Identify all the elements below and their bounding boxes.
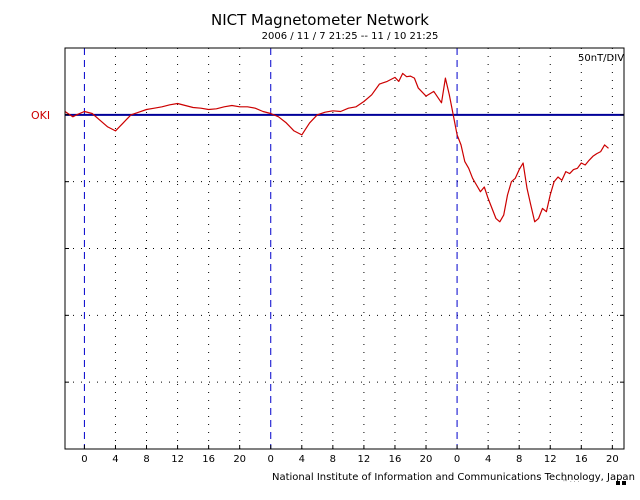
x-tick-label: 16 bbox=[575, 454, 588, 465]
watermark-text: ™ · · · bbox=[562, 479, 580, 486]
trace-layer bbox=[64, 72, 609, 223]
x-tick-label: 20 bbox=[606, 454, 619, 465]
x-tick-label: 4 bbox=[112, 454, 118, 465]
x-tick-label: 8 bbox=[143, 454, 149, 465]
x-tick-label: 12 bbox=[544, 454, 557, 465]
plot-frame bbox=[64, 47, 625, 450]
x-tick-label: 0 bbox=[268, 454, 274, 465]
corner-dots bbox=[616, 481, 620, 485]
x-tick-label: 8 bbox=[330, 454, 336, 465]
x-tick-label: 20 bbox=[233, 454, 246, 465]
x-tick-label: 16 bbox=[389, 454, 402, 465]
scale-label: 50nT/DIV bbox=[578, 53, 625, 64]
x-tick-label: 12 bbox=[171, 454, 184, 465]
x-tick-label: 16 bbox=[202, 454, 215, 465]
x-tick-label: 8 bbox=[516, 454, 522, 465]
tick-layer: 0 4 8 12 16 20 0 4 8 12 16 20 0 4 8 12 16 20 bbox=[65, 114, 624, 465]
credit-text: National Institute of Information and Co… bbox=[272, 472, 635, 483]
chart-title: NICT Magnetometer Network bbox=[210, 11, 429, 29]
x-tick-label: 0 bbox=[81, 454, 87, 465]
x-tick-label: 0 bbox=[454, 454, 460, 465]
station-label: OKI bbox=[31, 109, 51, 122]
x-tick-label: 4 bbox=[299, 454, 305, 465]
x-tick-label: 20 bbox=[420, 454, 433, 465]
x-tick-label: 4 bbox=[485, 454, 491, 465]
grid-layer bbox=[65, 47, 624, 449]
x-tick-label: 12 bbox=[358, 454, 371, 465]
series-line bbox=[64, 72, 609, 223]
chart-subtitle: 2006 / 11 / 7 21:25 -- 11 / 10 21:25 bbox=[261, 31, 439, 42]
